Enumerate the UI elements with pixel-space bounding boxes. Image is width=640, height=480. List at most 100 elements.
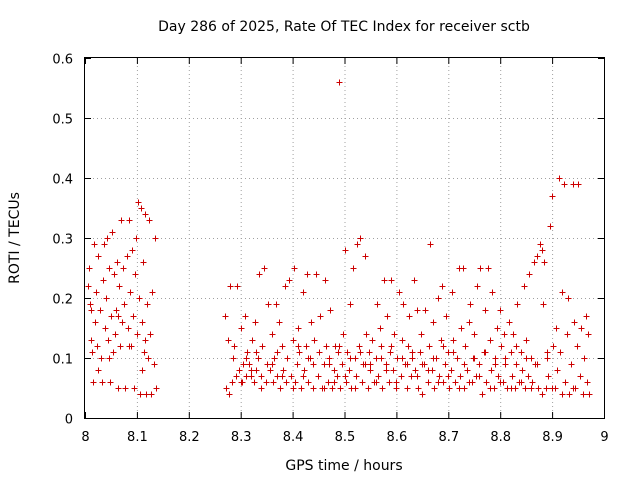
data-point [561, 181, 568, 188]
data-point [347, 301, 354, 308]
data-point [88, 337, 95, 344]
y-tick-label: 0.1 [52, 353, 73, 368]
data-point [373, 379, 380, 386]
data-point [119, 319, 126, 326]
data-point [300, 289, 307, 296]
data-point [326, 361, 333, 368]
data-point [523, 355, 530, 362]
data-point [446, 385, 453, 392]
data-point [273, 301, 280, 308]
data-point [311, 337, 318, 344]
data-point [329, 385, 336, 392]
data-point [303, 343, 310, 350]
data-point [240, 361, 247, 368]
data-point [450, 349, 457, 356]
data-point [462, 343, 469, 350]
data-point [443, 313, 450, 320]
data-point [492, 361, 499, 368]
data-point [581, 355, 588, 362]
data-point [106, 265, 113, 272]
data-point [346, 367, 353, 374]
data-point [88, 307, 95, 314]
data-point [145, 355, 152, 362]
data-point [474, 283, 481, 290]
data-point [460, 265, 467, 272]
data-point [521, 283, 528, 290]
data-point [419, 361, 426, 368]
data-point [352, 385, 359, 392]
data-point [578, 325, 585, 332]
data-point [430, 319, 437, 326]
data-point [331, 367, 338, 374]
data-point [534, 253, 541, 260]
data-points [85, 79, 593, 398]
data-point [485, 265, 492, 272]
data-point [435, 379, 442, 386]
data-point [120, 265, 127, 272]
data-point [108, 313, 115, 320]
data-point [300, 373, 307, 380]
data-point [564, 331, 571, 338]
data-point [430, 355, 437, 362]
data-point [110, 349, 117, 356]
data-point [547, 223, 554, 230]
data-point [248, 367, 255, 374]
data-point [115, 385, 122, 392]
data-point [117, 343, 124, 350]
data-point [374, 301, 381, 308]
data-point [439, 283, 446, 290]
x-tick-label: 8.6 [387, 430, 408, 445]
data-point [242, 313, 249, 320]
data-point [544, 349, 551, 356]
data-point [356, 343, 363, 350]
data-point [322, 277, 329, 284]
data-point [566, 391, 573, 398]
data-point [105, 337, 112, 344]
data-point [369, 337, 376, 344]
data-point [454, 355, 461, 362]
data-point [344, 349, 351, 356]
data-point [422, 307, 429, 314]
data-point [152, 235, 159, 242]
data-point [477, 265, 484, 272]
data-point [539, 247, 546, 254]
data-point [378, 343, 385, 350]
data-point [253, 349, 260, 356]
data-point [497, 379, 504, 386]
data-point [252, 319, 259, 326]
data-point [363, 331, 370, 338]
data-point [405, 343, 412, 350]
data-point [539, 391, 546, 398]
data-point [483, 379, 490, 386]
data-point [118, 217, 125, 224]
data-point [549, 193, 556, 200]
data-point [148, 391, 155, 398]
data-point [323, 343, 330, 350]
data-point [456, 385, 463, 392]
data-point [482, 349, 489, 356]
data-point [467, 301, 474, 308]
data-point [136, 295, 143, 302]
data-point [144, 301, 151, 308]
data-point [139, 367, 146, 374]
data-point [244, 349, 251, 356]
data-point [399, 355, 406, 362]
data-point [97, 307, 104, 314]
data-point [550, 343, 557, 350]
data-point [315, 373, 322, 380]
data-point [350, 265, 357, 272]
data-point [559, 391, 566, 398]
data-point [417, 349, 424, 356]
data-point [400, 301, 407, 308]
x-axis-label: GPS time / hours [285, 458, 402, 474]
data-point [584, 379, 591, 386]
data-point [255, 355, 262, 362]
data-point [95, 367, 102, 374]
data-point [132, 271, 139, 278]
data-point [331, 379, 338, 386]
data-point [435, 295, 442, 302]
data-point [86, 265, 93, 272]
data-point [574, 343, 581, 350]
data-point [102, 325, 109, 332]
